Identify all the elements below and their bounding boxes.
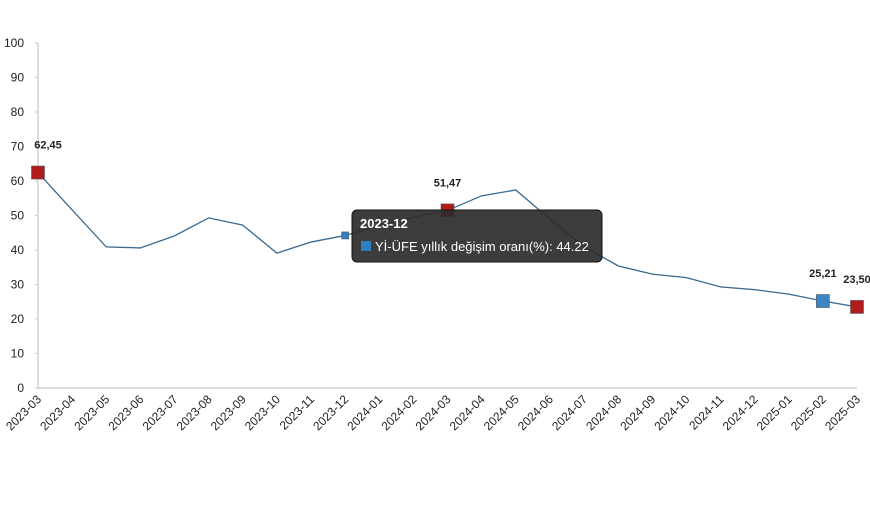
y-tick-label: 30 [11, 278, 25, 292]
x-tick-label: 2024-04 [447, 392, 488, 433]
x-tick-label: 2025-03 [822, 392, 863, 433]
y-tick-label: 50 [11, 209, 25, 223]
x-tick-label: 2023-11 [277, 392, 318, 433]
x-tick-label: 2024-06 [515, 392, 556, 433]
x-tick-label: 2023-04 [37, 392, 78, 433]
x-tick-label: 2023-12 [310, 392, 351, 433]
x-tick-label: 2024-12 [720, 392, 761, 433]
marker [31, 165, 45, 180]
x-tick-label: 2023-08 [174, 392, 215, 433]
x-tick-label: 2023-09 [208, 392, 249, 433]
y-tick-label: 100 [4, 36, 24, 50]
x-tick-label: 2023-07 [140, 392, 181, 433]
y-tick-label: 0 [17, 381, 24, 395]
data-label: 62,45 [34, 140, 62, 152]
tooltip-box [351, 209, 603, 263]
x-tick-label: 2023-10 [242, 392, 283, 433]
x-tick-label: 2024-09 [617, 392, 658, 433]
x-tick-label: 2024-05 [481, 392, 522, 433]
x-tick-label: 2023-06 [105, 392, 146, 433]
marker [816, 294, 830, 308]
x-tick-label: 2024-10 [651, 392, 692, 433]
x-tick-label: 2024-03 [413, 392, 454, 433]
tooltip-title: 2023-12 [360, 216, 408, 231]
y-tick-label: 70 [11, 140, 25, 154]
data-label: 23,50 [843, 274, 870, 286]
y-tick-label: 80 [11, 105, 25, 119]
x-tick-label: 2024-02 [378, 392, 419, 433]
x-tick-label: 2023-05 [71, 392, 112, 433]
tooltip-swatch [361, 241, 371, 251]
y-tick-label: 20 [11, 312, 25, 326]
x-tick-label: 2024-01 [344, 392, 385, 433]
y-tick-label: 60 [11, 174, 25, 188]
marker [341, 231, 349, 240]
x-tick-label: 2024-07 [549, 392, 590, 433]
tooltip-text: Yİ-ÜFE yıllık değişim oranı(%): 44.22 [375, 239, 589, 254]
marker [850, 300, 864, 314]
data-label: 25,21 [809, 268, 837, 280]
y-tick-label: 90 [11, 71, 25, 85]
y-tick-label: 10 [11, 347, 25, 361]
x-tick-label: 2024-08 [583, 392, 624, 433]
x-tick-label: 2025-02 [788, 392, 829, 433]
y-tick-label: 40 [11, 243, 25, 257]
x-tick-label: 2025-01 [754, 392, 795, 433]
data-label: 51,47 [434, 177, 462, 189]
x-tick-label: 2023-03 [3, 392, 44, 433]
tooltip: 2023-12 Yİ-ÜFE yıllık değişim oranı(%): 4… [351, 209, 603, 263]
x-tick-label: 2024-11 [686, 392, 727, 433]
